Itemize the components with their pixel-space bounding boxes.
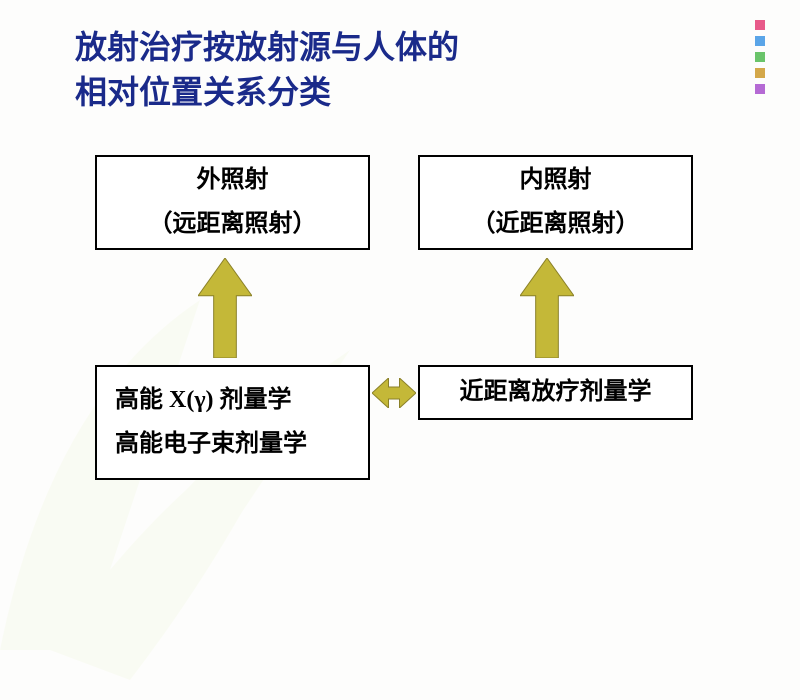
box-line: 近距离放疗剂量学 (460, 371, 652, 414)
decoration-dot (755, 20, 765, 30)
arrow-up-left (198, 258, 252, 358)
box-line: （近距离照射） (472, 203, 640, 246)
box-line: 高能电子束剂量学 (115, 423, 307, 466)
decoration-dot (755, 84, 765, 94)
box-line: 内照射 (520, 159, 592, 202)
arrow-up-right (520, 258, 574, 358)
box-high-energy-dosimetry: 高能 X(γ) 剂量学 高能电子束剂量学 (95, 365, 370, 480)
box-internal-radiation: 内照射 （近距离照射） (418, 155, 693, 250)
slide-title: 放射治疗按放射源与人体的 相对位置关系分类 (75, 25, 459, 115)
decoration-dot (755, 52, 765, 62)
arrow-bidirectional (372, 378, 416, 408)
box-brachytherapy-dosimetry: 近距离放疗剂量学 (418, 365, 693, 420)
decoration-dots (755, 20, 765, 94)
decoration-dot (755, 68, 765, 78)
decoration-dot (755, 36, 765, 46)
box-line: 外照射 (197, 159, 269, 202)
title-line-1: 放射治疗按放射源与人体的 (75, 25, 459, 70)
title-line-2: 相对位置关系分类 (75, 70, 459, 115)
box-line: 高能 X(γ) 剂量学 (115, 379, 292, 422)
box-external-radiation: 外照射 （远距离照射） (95, 155, 370, 250)
box-line: （远距离照射） (149, 203, 317, 246)
